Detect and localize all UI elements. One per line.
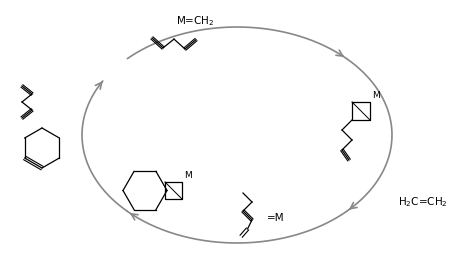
Text: M=CH$_2$: M=CH$_2$	[176, 14, 214, 28]
Text: =M: =M	[267, 213, 284, 223]
Text: M: M	[372, 91, 380, 100]
Text: H$_2$C=CH$_2$: H$_2$C=CH$_2$	[398, 195, 448, 209]
Text: M: M	[184, 171, 192, 180]
